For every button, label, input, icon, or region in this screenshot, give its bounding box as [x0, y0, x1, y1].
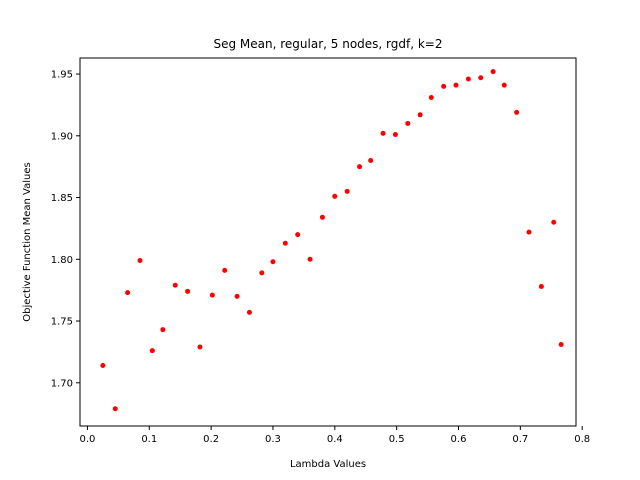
data-point — [514, 109, 520, 115]
data-point — [526, 229, 532, 235]
data-point — [558, 342, 564, 347]
data-point — [357, 164, 363, 170]
y-tick-label: 1.70 — [51, 378, 73, 389]
data-point — [319, 214, 325, 220]
data-point — [453, 82, 459, 88]
x-tick-label: 0.4 — [327, 434, 343, 445]
x-tick-label: 0.5 — [389, 434, 405, 445]
y-tick-label: 1.80 — [51, 255, 73, 266]
x-tick-label: 0.1 — [141, 434, 157, 445]
data-point — [160, 327, 166, 333]
y-tick-label: 1.95 — [51, 70, 73, 81]
data-point — [478, 75, 484, 81]
data-point — [392, 132, 398, 138]
data-point — [234, 293, 240, 299]
x-axis-ticks: 0.0 0.1 0.2 0.3 0.4 0.5 0.6 0.7 0.8 — [79, 426, 590, 445]
data-point — [538, 283, 544, 289]
data-point — [259, 270, 265, 276]
data-point — [125, 290, 131, 296]
data-point — [380, 130, 386, 136]
data-point — [295, 232, 301, 238]
y-axis-label: Objective Function Mean Values — [22, 162, 33, 321]
x-tick-label: 0.3 — [265, 434, 281, 445]
data-point — [282, 240, 288, 246]
y-tick-label: 1.85 — [51, 193, 73, 204]
data-point — [222, 267, 228, 273]
data-point — [209, 292, 215, 298]
x-tick-label: 0.8 — [574, 434, 590, 445]
y-axis-ticks: 1.70 1.75 1.80 1.85 1.90 1.95 — [51, 70, 80, 389]
data-point — [185, 288, 191, 294]
data-points — [100, 69, 564, 412]
chart-title: Seg Mean, regular, 5 nodes, rgdf, k=2 — [213, 37, 442, 51]
data-point — [428, 95, 434, 101]
data-point — [246, 309, 252, 315]
data-point — [441, 83, 447, 89]
x-tick-label: 0.0 — [79, 434, 95, 445]
data-point — [465, 76, 471, 82]
data-point — [417, 112, 423, 118]
data-point — [137, 258, 143, 264]
data-point — [100, 362, 106, 368]
data-point — [197, 344, 203, 350]
data-point — [490, 69, 496, 75]
data-point — [551, 219, 557, 225]
data-point — [270, 259, 276, 265]
data-point — [307, 256, 313, 262]
data-point — [405, 120, 411, 126]
data-point — [149, 348, 155, 354]
y-tick-label: 1.90 — [51, 131, 73, 142]
data-point — [501, 82, 507, 88]
data-point — [368, 158, 374, 163]
y-tick-label: 1.75 — [51, 317, 73, 328]
x-tick-label: 0.6 — [451, 434, 467, 445]
data-point — [344, 188, 350, 194]
x-axis-label: Lambda Values — [290, 459, 366, 470]
x-tick-label: 0.7 — [512, 434, 528, 445]
data-point — [112, 406, 118, 412]
data-point — [332, 193, 338, 199]
x-tick-label: 0.2 — [203, 434, 219, 445]
plot-area-frame — [79, 57, 577, 427]
data-point — [172, 282, 178, 288]
